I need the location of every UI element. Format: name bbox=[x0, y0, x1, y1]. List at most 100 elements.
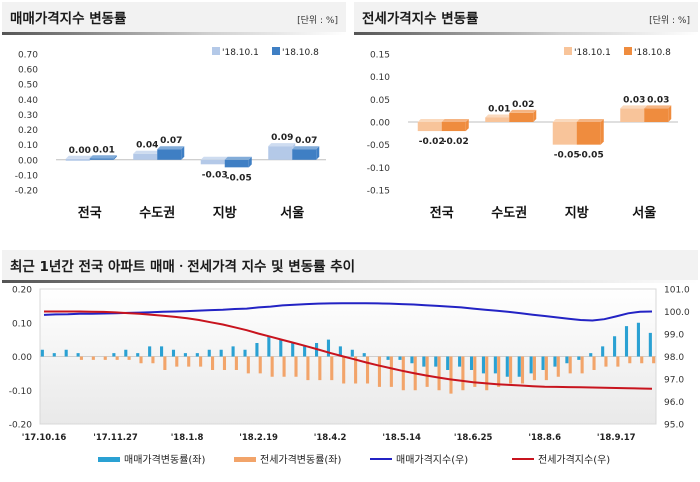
jeonse-rate-bar bbox=[532, 356, 536, 381]
bar-지방-1 bbox=[576, 122, 601, 145]
bar-지방-0 bbox=[200, 159, 225, 165]
jeonse-rate-bar bbox=[544, 356, 548, 381]
sale-rate-bar bbox=[255, 343, 259, 357]
y-tick-label: -0.20 bbox=[15, 187, 39, 197]
x-tick-label: '18.1.8 bbox=[171, 433, 204, 443]
jeonse-rate-bar bbox=[127, 356, 131, 360]
jeonse-rate-bar bbox=[103, 356, 107, 360]
sale-rate-bar bbox=[279, 339, 283, 357]
sale-rate-bar bbox=[52, 353, 56, 357]
jeonse-rate-bar bbox=[485, 356, 489, 391]
sale-rate-bar bbox=[386, 356, 390, 360]
jeonse-rate-bar bbox=[509, 356, 513, 384]
bar-top bbox=[89, 155, 117, 159]
category-label: 서울 bbox=[632, 205, 656, 221]
data-label: 0.00 bbox=[69, 146, 91, 156]
bar-수도권-1 bbox=[157, 149, 182, 160]
data-label: -0.05 bbox=[578, 151, 604, 161]
bar-top bbox=[268, 143, 296, 147]
y-tick-label: 0.05 bbox=[370, 96, 390, 106]
jeonse-rate-bar bbox=[211, 356, 215, 370]
bar-top bbox=[417, 119, 445, 122]
jeonse-rate-bar bbox=[342, 356, 346, 384]
chart-header bbox=[2, 250, 698, 280]
x-tick-label: '18.9.17 bbox=[597, 433, 636, 443]
legend-swatch bbox=[564, 47, 572, 55]
y-tick-label: 0.40 bbox=[18, 96, 38, 106]
sale-rate-bar bbox=[171, 349, 176, 357]
x-tick-label: '18.6.25 bbox=[454, 433, 493, 443]
sale-rate-bar bbox=[231, 346, 235, 357]
jeonse-rate-bar bbox=[187, 356, 191, 367]
legend-label: '18.10.8 bbox=[634, 48, 671, 58]
sale-rate-bar bbox=[243, 349, 247, 357]
jeonse-rate-bar bbox=[306, 356, 310, 381]
left-y-tick: -0.20 bbox=[9, 421, 33, 431]
y-tick-label: 0.50 bbox=[18, 81, 38, 91]
jeonse-rate-bar bbox=[270, 356, 274, 377]
bar-top bbox=[157, 146, 185, 150]
jeonse-rate-bar bbox=[91, 356, 95, 360]
category-label: 수도권 bbox=[491, 206, 527, 221]
bar-수도권-0 bbox=[133, 153, 158, 160]
data-label: 0.07 bbox=[160, 136, 182, 146]
y-tick-label: 0.15 bbox=[370, 51, 390, 61]
data-label: -0.03 bbox=[202, 170, 228, 180]
sale-rate-bar bbox=[517, 356, 521, 377]
x-tick-label: '18.5.14 bbox=[382, 433, 421, 443]
jeonse-rate-bar bbox=[652, 356, 656, 364]
jeonse-rate-bar bbox=[628, 356, 632, 364]
data-label: -0.02 bbox=[443, 137, 469, 147]
bar-top bbox=[292, 146, 320, 150]
bar-side bbox=[668, 105, 672, 122]
bar-수도권-0 bbox=[485, 117, 510, 122]
sale-rate-bar bbox=[136, 353, 140, 357]
header-underline bbox=[354, 32, 698, 35]
sale-rate-bar bbox=[350, 349, 354, 357]
jeonse-rate-bar bbox=[461, 356, 465, 391]
sale-rate-bar bbox=[338, 346, 342, 357]
jeonse-rate-bar bbox=[640, 356, 644, 364]
sale-rate-bar bbox=[148, 346, 152, 357]
data-label: 0.02 bbox=[512, 100, 534, 110]
unit-label: [단위 : %] bbox=[297, 15, 338, 26]
data-label: 0.01 bbox=[488, 104, 510, 114]
data-label: 0.07 bbox=[295, 136, 317, 146]
sale-rate-bar bbox=[326, 339, 331, 357]
bar-top bbox=[133, 150, 161, 154]
legend-label: '18.10.1 bbox=[574, 48, 611, 58]
bar-전국-1 bbox=[89, 158, 114, 160]
jeonse-rate-bar bbox=[389, 356, 393, 387]
bar-수도권-1 bbox=[509, 112, 534, 122]
x-tick-label: '18.8.6 bbox=[528, 433, 561, 443]
data-label: -0.02 bbox=[419, 137, 445, 147]
jeonse-rate-bar bbox=[234, 356, 238, 370]
left-y-tick: 0.10 bbox=[12, 319, 32, 329]
bar-전국-0 bbox=[65, 158, 90, 161]
left-y-tick: -0.10 bbox=[9, 387, 33, 397]
category-label: 지방 bbox=[213, 205, 237, 221]
y-tick-label: -0.10 bbox=[15, 171, 39, 181]
bar-전국-1 bbox=[441, 122, 466, 132]
sale-rate-bar bbox=[493, 356, 497, 374]
sale-rate-bar bbox=[422, 356, 426, 367]
data-label: 0.09 bbox=[271, 133, 293, 143]
jeonse-rate-bar bbox=[318, 356, 322, 381]
sale-rate-bar bbox=[219, 349, 223, 357]
legend-swatch-sale-rate bbox=[98, 457, 120, 462]
bar-top bbox=[644, 105, 672, 109]
jeonse-rate-bar bbox=[473, 356, 477, 387]
x-tick-label: '18.4.2 bbox=[314, 433, 347, 443]
sale-rate-bar bbox=[529, 356, 533, 374]
y-tick-label: 0.20 bbox=[18, 126, 38, 136]
sale-rate-bar bbox=[160, 346, 164, 357]
jeonse-rate-bar bbox=[163, 356, 167, 370]
header-underline bbox=[2, 280, 698, 283]
sale-rate-bar bbox=[124, 349, 128, 357]
right-y-tick: 97.0 bbox=[664, 376, 684, 386]
y-tick-label: 0.10 bbox=[18, 141, 38, 151]
bar-top bbox=[224, 156, 252, 160]
category-label: 지방 bbox=[565, 205, 589, 221]
sale-rate-bar bbox=[207, 349, 211, 357]
sale-change-chart: 매매가격지수 변동률 [단위 : %] 0.70 0.60 0.50 0.40 0.30 0.… bbox=[2, 2, 346, 230]
